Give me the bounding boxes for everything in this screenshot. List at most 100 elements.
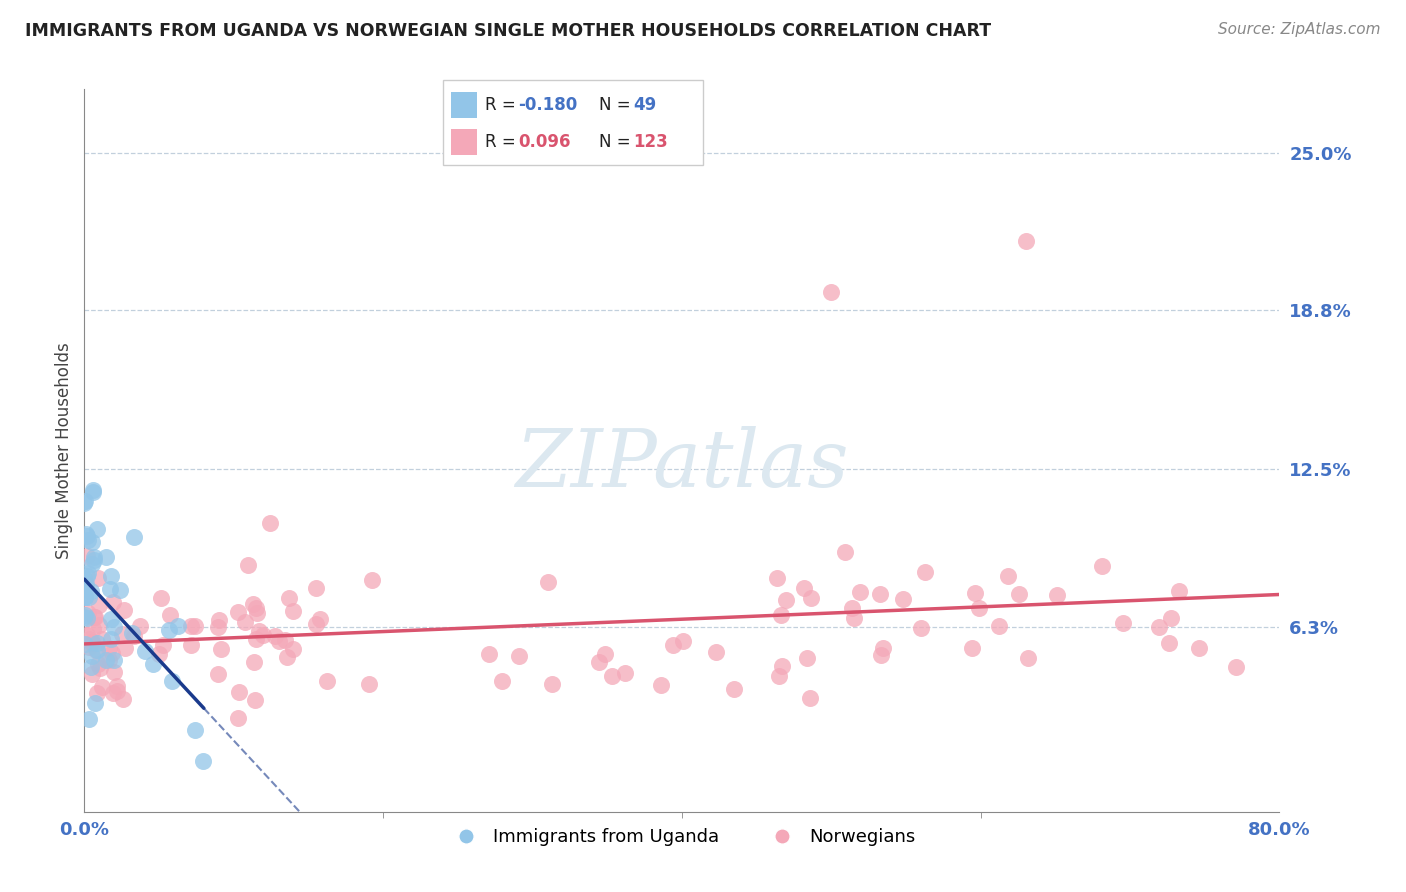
Point — [76, 568, 98, 582]
Point — [86, 636, 108, 650]
Point — [963, 585, 986, 599]
Legend: Immigrants from Uganda, Norwegians: Immigrants from Uganda, Norwegians — [441, 821, 922, 854]
Point — [73, 610, 96, 624]
Point — [246, 607, 269, 621]
Point — [274, 632, 297, 647]
Point — [122, 530, 145, 544]
Point — [844, 610, 866, 624]
Text: ZIPatlas: ZIPatlas — [515, 426, 849, 504]
Point — [75, 590, 97, 604]
Point — [76, 549, 98, 563]
Point — [103, 665, 125, 679]
Point — [82, 484, 104, 499]
Point — [122, 629, 145, 643]
Text: R =: R = — [485, 133, 520, 151]
Point — [76, 611, 98, 625]
Point — [1045, 588, 1067, 602]
Point — [967, 601, 990, 615]
Point — [80, 667, 103, 681]
Point — [98, 641, 121, 656]
Point — [508, 648, 530, 663]
Point — [723, 681, 745, 696]
Point — [159, 607, 181, 622]
Point — [650, 678, 672, 692]
Point — [869, 587, 891, 601]
Y-axis label: Single Mother Households: Single Mother Households — [55, 343, 73, 558]
Point — [184, 619, 207, 633]
Point — [770, 659, 793, 673]
Point — [252, 627, 274, 641]
Point — [276, 650, 298, 665]
Point — [77, 590, 100, 604]
Point — [242, 597, 264, 611]
Point — [111, 692, 134, 706]
Point — [207, 666, 229, 681]
Point — [208, 613, 231, 627]
Point — [82, 636, 104, 650]
Point — [540, 677, 562, 691]
Point — [259, 516, 281, 530]
Point — [359, 677, 381, 691]
Point — [233, 615, 256, 630]
Point — [75, 577, 97, 591]
Point — [73, 496, 96, 510]
Point — [75, 576, 97, 591]
Point — [89, 661, 111, 675]
Point — [83, 549, 105, 564]
Point — [277, 591, 299, 605]
Point — [315, 673, 337, 688]
Point — [1147, 620, 1170, 634]
Point — [228, 605, 250, 619]
Point — [1160, 611, 1182, 625]
Point — [75, 608, 97, 623]
Point — [87, 598, 110, 612]
Point — [799, 690, 821, 705]
Point — [770, 607, 793, 622]
FancyBboxPatch shape — [443, 80, 703, 165]
Point — [283, 604, 305, 618]
Point — [77, 632, 100, 647]
Point — [1017, 651, 1039, 665]
Point — [105, 679, 128, 693]
Point — [90, 632, 112, 646]
Point — [86, 686, 108, 700]
Point — [309, 611, 332, 625]
Point — [228, 711, 250, 725]
Point — [129, 619, 152, 633]
Point — [304, 616, 326, 631]
Point — [80, 660, 103, 674]
Point — [588, 655, 610, 669]
Point — [82, 622, 104, 636]
Point — [914, 565, 936, 579]
Point — [76, 628, 98, 642]
Text: 49: 49 — [633, 95, 657, 114]
Point — [245, 632, 267, 646]
Point — [180, 638, 202, 652]
Point — [820, 285, 842, 299]
Point — [477, 647, 499, 661]
Point — [150, 591, 173, 606]
Point — [84, 642, 107, 657]
Point — [148, 648, 170, 662]
Point — [91, 680, 114, 694]
Point — [593, 647, 616, 661]
Point — [184, 723, 207, 738]
Point — [768, 669, 790, 683]
Point — [73, 571, 96, 585]
Point — [988, 618, 1011, 632]
Point — [872, 641, 894, 656]
Point — [100, 569, 122, 583]
Point — [114, 640, 136, 655]
Point — [82, 483, 104, 497]
Point — [100, 646, 122, 660]
Point — [103, 619, 125, 633]
Point — [1014, 235, 1036, 249]
Point — [704, 645, 727, 659]
Text: 0.096: 0.096 — [519, 133, 571, 151]
Point — [87, 657, 110, 672]
Point — [800, 591, 823, 605]
Point — [101, 595, 124, 609]
Text: N =: N = — [599, 133, 636, 151]
Point — [160, 674, 183, 689]
Point — [245, 600, 267, 615]
